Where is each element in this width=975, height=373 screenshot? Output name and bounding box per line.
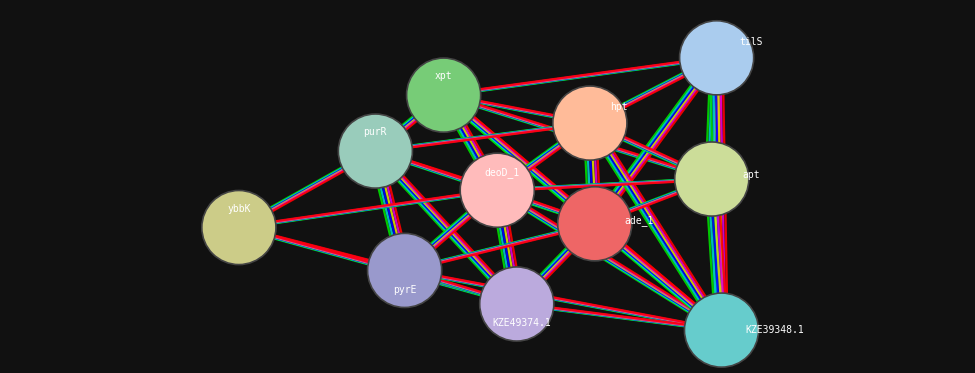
Text: apt: apt [742,170,760,180]
Text: xpt: xpt [435,72,452,81]
Ellipse shape [675,142,749,216]
Ellipse shape [558,187,632,261]
Ellipse shape [480,267,554,341]
Ellipse shape [553,86,627,160]
Ellipse shape [202,191,276,264]
Text: KZE39348.1: KZE39348.1 [746,325,804,335]
Ellipse shape [368,233,442,307]
Text: tilS: tilS [739,37,762,47]
Text: KZE49374.1: KZE49374.1 [492,319,551,328]
Ellipse shape [680,21,754,95]
Text: hpt: hpt [610,103,628,112]
Ellipse shape [460,153,534,227]
Text: pyrE: pyrE [393,285,416,295]
Text: purR: purR [364,128,387,137]
Ellipse shape [407,58,481,132]
Text: ade_1: ade_1 [624,214,653,226]
Ellipse shape [684,293,759,367]
Text: deoD_1: deoD_1 [485,167,520,178]
Text: ybbK: ybbK [227,204,251,214]
Ellipse shape [338,114,412,188]
